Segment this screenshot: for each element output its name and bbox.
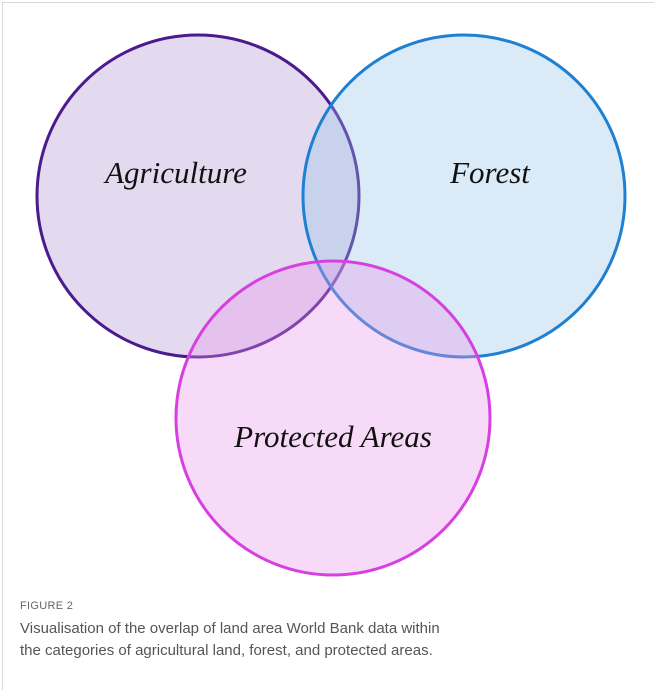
caption: Visualisation of the overlap of land are… [20, 618, 440, 662]
set-label: Forest [449, 155, 531, 190]
set-label: Agriculture [103, 155, 247, 190]
venn-diagram: Agriculture Forest Protected Areas [35, 33, 627, 577]
protected-circle [174, 259, 492, 577]
figure-number: FIGURE 2 [20, 600, 74, 612]
set-label: Protected Areas [233, 419, 432, 454]
caption-line: the categories of agricultural land, for… [20, 642, 433, 659]
forest-circle [301, 33, 627, 359]
caption-line: Visualisation of the overlap of land are… [20, 620, 440, 637]
agriculture-circle [35, 33, 361, 359]
